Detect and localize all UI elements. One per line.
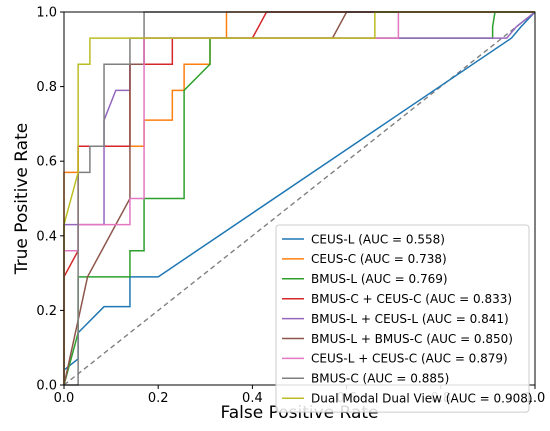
roc-curve-2 [63, 11, 535, 386]
y-tick-label: 1.0 [36, 6, 57, 21]
reference-diagonal-line [63, 11, 536, 386]
y-tick-label: 0.8 [36, 80, 57, 95]
legend-label-2: BMUS-L (AUC = 0.769) [311, 272, 448, 286]
legend-label-5: BMUS-L + BMUS-C (AUC = 0.850) [311, 332, 513, 346]
y-tick-label: 0.2 [36, 304, 57, 319]
roc-curve-6 [63, 11, 535, 385]
legend-label-4: BMUS-L + CEUS-L (AUC = 0.841) [311, 312, 509, 326]
y-tick-label: 0.0 [36, 379, 57, 394]
y-tick-label: 0.6 [36, 155, 57, 170]
legend-label-8: Dual Modal Dual View (AUC = 0.908) [311, 392, 533, 406]
legend-label-7: BMUS-C (AUC = 0.885) [311, 372, 449, 386]
y-axis-label: True Positive Rate [12, 123, 32, 275]
y-tick-label: 0.4 [36, 229, 57, 244]
x-tick-label: 0.2 [148, 391, 169, 406]
legend-label-3: BMUS-C + CEUS-C (AUC = 0.833) [311, 292, 512, 306]
roc-curve-8 [63, 11, 535, 385]
legend: CEUS-L (AUC = 0.558) CEUS-C (AUC = 0.738)… [275, 224, 533, 413]
x-tick-label: 0.0 [54, 391, 75, 406]
x-tick-label: 1.0 [525, 391, 546, 406]
x-tick-label: 0.4 [242, 391, 263, 406]
legend-label-1: CEUS-C (AUC = 0.738) [311, 252, 447, 266]
legend-label-6: CEUS-L + CEUS-C (AUC = 0.879) [311, 352, 508, 366]
roc-curve-0 [63, 11, 536, 385]
legend-box [275, 224, 530, 413]
legend-label-0: CEUS-L (AUC = 0.558) [311, 232, 445, 246]
